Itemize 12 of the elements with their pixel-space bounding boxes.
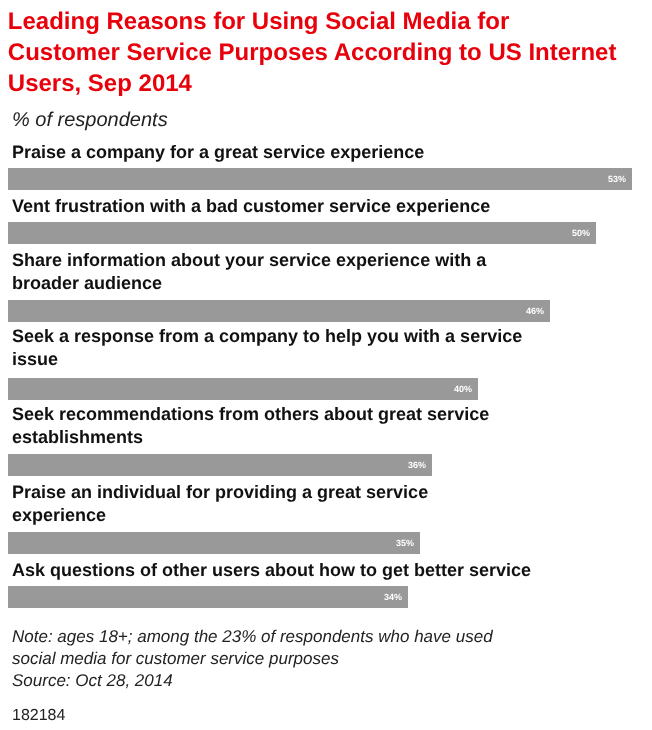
y-tick-label: Praise an individual for providing a great service experience [12,482,429,526]
y-tick-label: Praise a company for a great service experience [12,142,425,162]
chart-title: Leading Reasons for Using Social Media for Customer Service Purposes According to US Internet Users, Sep 2014 [7,6,617,98]
source-note: Source: Oct 28, 2014 [12,670,174,691]
chart-subtitle: % of respondents [12,110,168,132]
annotation: Note: ages 18+; among the 23% of respondents who have used social media for customer service purposes [12,626,494,669]
y-tick-label: Share information about your service experience with a broader audience [12,250,489,294]
y-tick-label: Vent frustration with a bad customer service experience [12,196,491,216]
y-tick-label: Ask questions of other users about how to get better service [12,560,532,580]
y-tick-label: Seek recommendations from others about great service establishments [12,404,490,448]
text: 182184 [12,706,67,724]
y-tick-label: Seek a response from a company to help you with a service issue [12,326,523,370]
